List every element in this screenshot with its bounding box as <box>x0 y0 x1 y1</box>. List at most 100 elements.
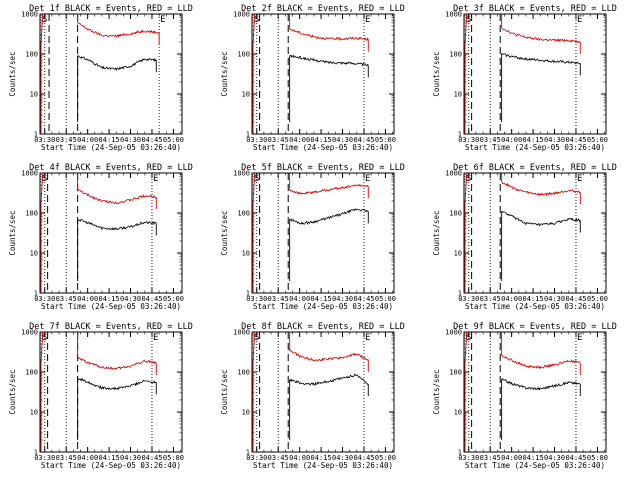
x-tick-label: 05:00 <box>587 454 608 462</box>
x-tick-label: 03:45 <box>480 454 501 462</box>
end-marker-label: E <box>153 333 158 343</box>
y-tick-label: 10 <box>242 250 250 258</box>
x-tick-label: 05:00 <box>163 295 184 303</box>
x-tick-label: 03:30 <box>34 454 55 462</box>
x-tick-label: 03:30 <box>246 295 267 303</box>
lld-series-line <box>501 28 581 44</box>
x-axis-label: Start Time (24-Sep-05 03:26:40) <box>465 461 605 470</box>
y-tick-label: 1000 <box>233 11 250 19</box>
start-marker-label: S <box>254 174 259 184</box>
y-tick-label: 1 <box>34 449 38 457</box>
x-tick-label: 03:30 <box>34 295 55 303</box>
y-tick-label: 1 <box>458 131 462 139</box>
x-axis-label: Start Time (24-Sep-05 03:26:40) <box>253 461 393 470</box>
y-tick-label: 100 <box>449 51 462 59</box>
y-tick-label: 1 <box>246 449 250 457</box>
y-tick-label: 1 <box>458 290 462 298</box>
subplot-det-6: Det 6f BLACK = Events, RED = LLD 1 10 100 10… <box>432 163 617 311</box>
x-tick-label: 04:45 <box>141 136 162 144</box>
plot-frame <box>463 172 607 294</box>
y-tick-label: 100 <box>25 51 38 59</box>
events-series-line <box>501 210 581 227</box>
x-tick-label: 05:00 <box>587 295 608 303</box>
x-tick-label: 04:30 <box>544 136 565 144</box>
y-tick-label: 1 <box>34 290 38 298</box>
x-axis-label: Start Time (24-Sep-05 03:26:40) <box>41 461 181 470</box>
y-axis-label: Counts/sec <box>8 51 17 96</box>
lld-series-line <box>77 22 160 38</box>
end-marker-label: E <box>365 333 370 343</box>
end-marker-label: E <box>365 174 370 184</box>
x-tick-label: 03:45 <box>56 136 77 144</box>
start-marker-label: S <box>42 15 47 25</box>
x-tick-label: 04:00 <box>289 295 310 303</box>
subplot-title: Det 2f BLACK = Events, RED = LLD <box>241 4 405 14</box>
lld-start-spike <box>252 13 256 134</box>
events-series-line <box>501 377 581 391</box>
start-marker-label: S <box>466 174 471 184</box>
y-tick-label: 10 <box>30 250 38 258</box>
lld-start-spike <box>464 172 468 293</box>
x-tick-label: 04:45 <box>353 295 374 303</box>
x-tick-label: 04:30 <box>332 295 353 303</box>
x-tick-label: 04:30 <box>544 454 565 462</box>
x-tick-label: 04:00 <box>501 454 522 462</box>
lld-start-spike <box>252 331 256 452</box>
subplot-det-3: Det 3f BLACK = Events, RED = LLD 1 10 100 10… <box>432 4 617 152</box>
x-tick-label: 05:00 <box>375 454 396 462</box>
x-axis-label: Start Time (24-Sep-05 03:26:40) <box>465 143 605 152</box>
plot-frame <box>251 331 395 453</box>
x-tick-label: 04:45 <box>353 454 374 462</box>
y-tick-label: 10 <box>30 91 38 99</box>
y-tick-label: 10 <box>454 250 462 258</box>
x-tick-label: 04:15 <box>99 295 120 303</box>
y-tick-label: 1000 <box>445 329 462 337</box>
events-series-line <box>77 377 157 391</box>
x-tick-label: 04:15 <box>523 136 544 144</box>
y-tick-label: 1000 <box>445 170 462 178</box>
x-tick-label: 04:00 <box>77 295 98 303</box>
end-marker-label: E <box>577 174 582 184</box>
subplot-det-4: Det 4f BLACK = Events, RED = LLD 1 10 100 10… <box>8 163 193 311</box>
y-tick-label: 1000 <box>21 170 38 178</box>
x-tick-label: 04:00 <box>501 136 522 144</box>
x-tick-label: 04:45 <box>353 136 374 144</box>
x-tick-label: 04:45 <box>141 454 162 462</box>
x-tick-label: 05:00 <box>587 136 608 144</box>
y-tick-label: 100 <box>449 369 462 377</box>
x-tick-label: 04:30 <box>332 136 353 144</box>
lld-series-line <box>501 354 581 370</box>
x-tick-label: 03:45 <box>268 136 289 144</box>
x-tick-label: 03:45 <box>56 295 77 303</box>
end-marker-label: E <box>160 15 165 25</box>
lld-series-line <box>501 180 581 197</box>
x-tick-label: 04:30 <box>544 295 565 303</box>
lld-start-spike <box>464 331 468 452</box>
x-tick-label: 05:00 <box>375 136 396 144</box>
y-tick-label: 100 <box>449 210 462 218</box>
x-tick-label: 05:00 <box>375 295 396 303</box>
plot-frame <box>39 172 183 294</box>
events-series-line <box>501 52 581 65</box>
events-series-line <box>77 219 157 231</box>
x-tick-label: 04:30 <box>332 454 353 462</box>
y-axis-label: Counts/sec <box>8 369 17 414</box>
y-tick-label: 1000 <box>21 329 38 337</box>
subplot-title: Det 6f BLACK = Events, RED = LLD <box>453 163 617 173</box>
start-marker-label: S <box>466 333 471 343</box>
events-series-line <box>289 208 369 225</box>
lld-series-line <box>77 356 157 371</box>
subplot-title: Det 4f BLACK = Events, RED = LLD <box>29 163 193 173</box>
start-marker-label: S <box>466 15 471 25</box>
subplot-det-8: Det 8f BLACK = Events, RED = LLD 1 10 100 10… <box>220 322 405 470</box>
x-tick-label: 04:30 <box>120 136 141 144</box>
lld-start-spike <box>40 331 44 452</box>
x-tick-label: 03:45 <box>480 295 501 303</box>
y-tick-label: 10 <box>30 409 38 417</box>
x-tick-label: 04:00 <box>289 136 310 144</box>
x-tick-label: 03:45 <box>268 295 289 303</box>
lld-series-line <box>289 27 369 42</box>
x-tick-label: 05:00 <box>163 136 184 144</box>
x-axis-label: Start Time (24-Sep-05 03:26:40) <box>253 302 393 311</box>
